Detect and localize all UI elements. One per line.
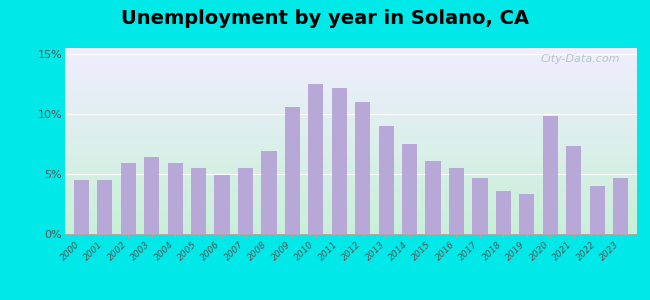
- Bar: [378, 126, 394, 234]
- Bar: [285, 107, 300, 234]
- Bar: [566, 146, 581, 234]
- Bar: [590, 186, 605, 234]
- Bar: [74, 180, 89, 234]
- Bar: [613, 178, 628, 234]
- Bar: [543, 116, 558, 234]
- Text: Unemployment by year in Solano, CA: Unemployment by year in Solano, CA: [121, 9, 529, 28]
- Bar: [332, 88, 347, 234]
- Bar: [355, 102, 370, 234]
- Bar: [238, 168, 253, 234]
- Bar: [473, 178, 488, 234]
- Bar: [98, 180, 112, 234]
- Bar: [308, 84, 324, 234]
- Bar: [191, 168, 206, 234]
- Bar: [214, 175, 229, 234]
- Bar: [121, 163, 136, 234]
- Bar: [402, 144, 417, 234]
- Bar: [519, 194, 534, 234]
- Bar: [261, 151, 276, 234]
- Bar: [168, 163, 183, 234]
- Bar: [144, 157, 159, 234]
- Bar: [496, 191, 511, 234]
- Bar: [449, 168, 464, 234]
- Text: City-Data.com: City-Data.com: [540, 54, 620, 64]
- Bar: [426, 161, 441, 234]
